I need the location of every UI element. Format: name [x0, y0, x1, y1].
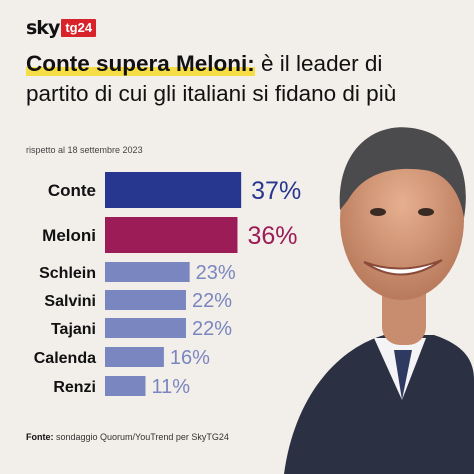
bar-conte	[105, 172, 242, 208]
title-highlight: Conte supera Meloni:	[26, 51, 255, 76]
value-label: 23%	[196, 262, 236, 284]
category-label: Renzi	[53, 379, 96, 396]
bar-salvini	[105, 290, 186, 310]
bar-renzi	[105, 376, 146, 396]
value-label: 22%	[192, 318, 232, 340]
category-label: Schlein	[39, 265, 96, 282]
value-label: 11%	[151, 376, 190, 398]
value-label: 16%	[170, 347, 210, 369]
title-rest: è il leader di partito di cui gli italia…	[26, 51, 397, 106]
bar-meloni	[105, 217, 238, 253]
value-label: 36%	[247, 222, 297, 250]
brand-sky: sky	[26, 17, 60, 39]
category-label: Salvini	[44, 293, 96, 310]
category-label: Meloni	[42, 226, 96, 245]
bar-calenda	[105, 347, 164, 367]
portrait-photo	[284, 127, 474, 474]
category-label: Calenda	[34, 350, 96, 367]
brand-tg24: tg24	[61, 19, 97, 37]
category-label: Conte	[48, 181, 96, 200]
source-note: Fonte: sondaggio Quorum/YouTrend per Sky…	[26, 431, 229, 443]
bar-tajani	[105, 318, 186, 338]
value-label: 37%	[251, 177, 301, 205]
bar-schlein	[105, 262, 190, 282]
page-title: Conte supera Meloni: è il leader di part…	[26, 49, 406, 109]
source-label: Fonte:	[26, 432, 54, 442]
category-label: Tajani	[51, 321, 96, 338]
brand-logo: sky tg24	[26, 17, 97, 39]
subtitle: rispetto al 18 settembre 2023	[26, 145, 143, 155]
source-text: sondaggio Quorum/YouTrend per SkyTG24	[53, 432, 229, 442]
value-label: 22%	[192, 290, 232, 312]
